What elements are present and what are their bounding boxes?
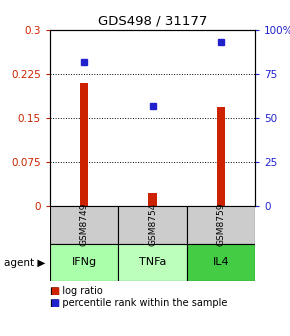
Bar	[118, 244, 187, 281]
Bar	[50, 244, 118, 281]
Text: agent ▶: agent ▶	[3, 258, 45, 268]
Text: GSM8759: GSM8759	[216, 203, 225, 247]
Text: GSM8749: GSM8749	[80, 203, 89, 246]
Bar	[50, 206, 118, 244]
Text: IL4: IL4	[213, 257, 229, 267]
Bar	[148, 193, 157, 206]
Text: ■: ■	[50, 286, 59, 296]
Text: GSM8754: GSM8754	[148, 203, 157, 246]
Text: IFNg: IFNg	[72, 257, 97, 267]
Text: ■: ■	[50, 298, 59, 308]
Bar	[187, 244, 255, 281]
Text: ■ log ratio: ■ log ratio	[50, 286, 103, 296]
Bar	[80, 83, 88, 206]
Bar	[187, 206, 255, 244]
Bar	[118, 206, 187, 244]
Text: ■ percentile rank within the sample: ■ percentile rank within the sample	[50, 298, 227, 308]
Bar	[217, 108, 225, 206]
Text: TNFa: TNFa	[139, 257, 166, 267]
Title: GDS498 / 31177: GDS498 / 31177	[98, 14, 207, 28]
